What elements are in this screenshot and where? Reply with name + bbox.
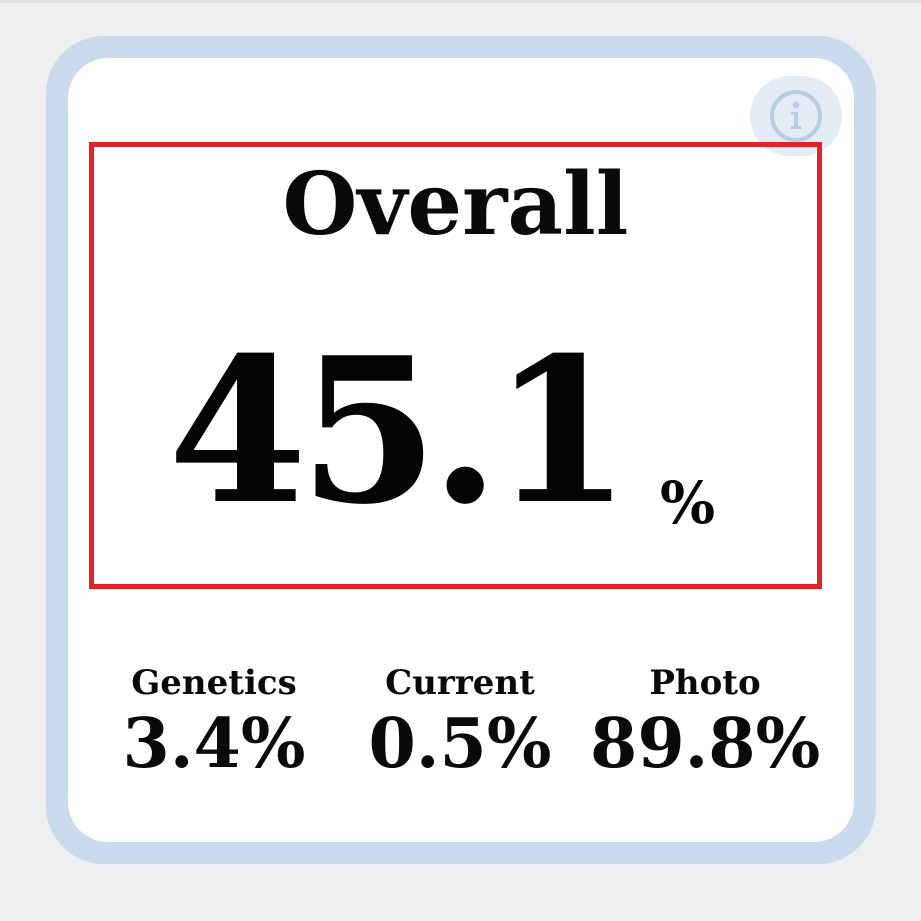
overall-unit: % xyxy=(660,469,716,537)
metric-genetics: Genetics 3.4% xyxy=(114,660,314,784)
metric-value-current: 0.5% xyxy=(368,704,552,784)
metric-label-genetics: Genetics xyxy=(131,663,297,703)
metric-value-photo: 89.8% xyxy=(590,704,821,784)
metric-value-genetics: 3.4% xyxy=(122,704,306,784)
overall-title: Overall xyxy=(282,154,629,255)
overall-score-card xyxy=(68,58,854,842)
info-icon xyxy=(770,90,822,142)
top-divider xyxy=(0,0,921,3)
metric-label-photo: Photo xyxy=(649,663,761,703)
metric-photo: Photo 89.8% xyxy=(590,660,820,784)
highlight-box xyxy=(89,142,822,589)
metric-current: Current 0.5% xyxy=(360,660,560,784)
metric-label-current: Current xyxy=(385,663,535,703)
overall-value: 45.1 xyxy=(168,314,631,549)
